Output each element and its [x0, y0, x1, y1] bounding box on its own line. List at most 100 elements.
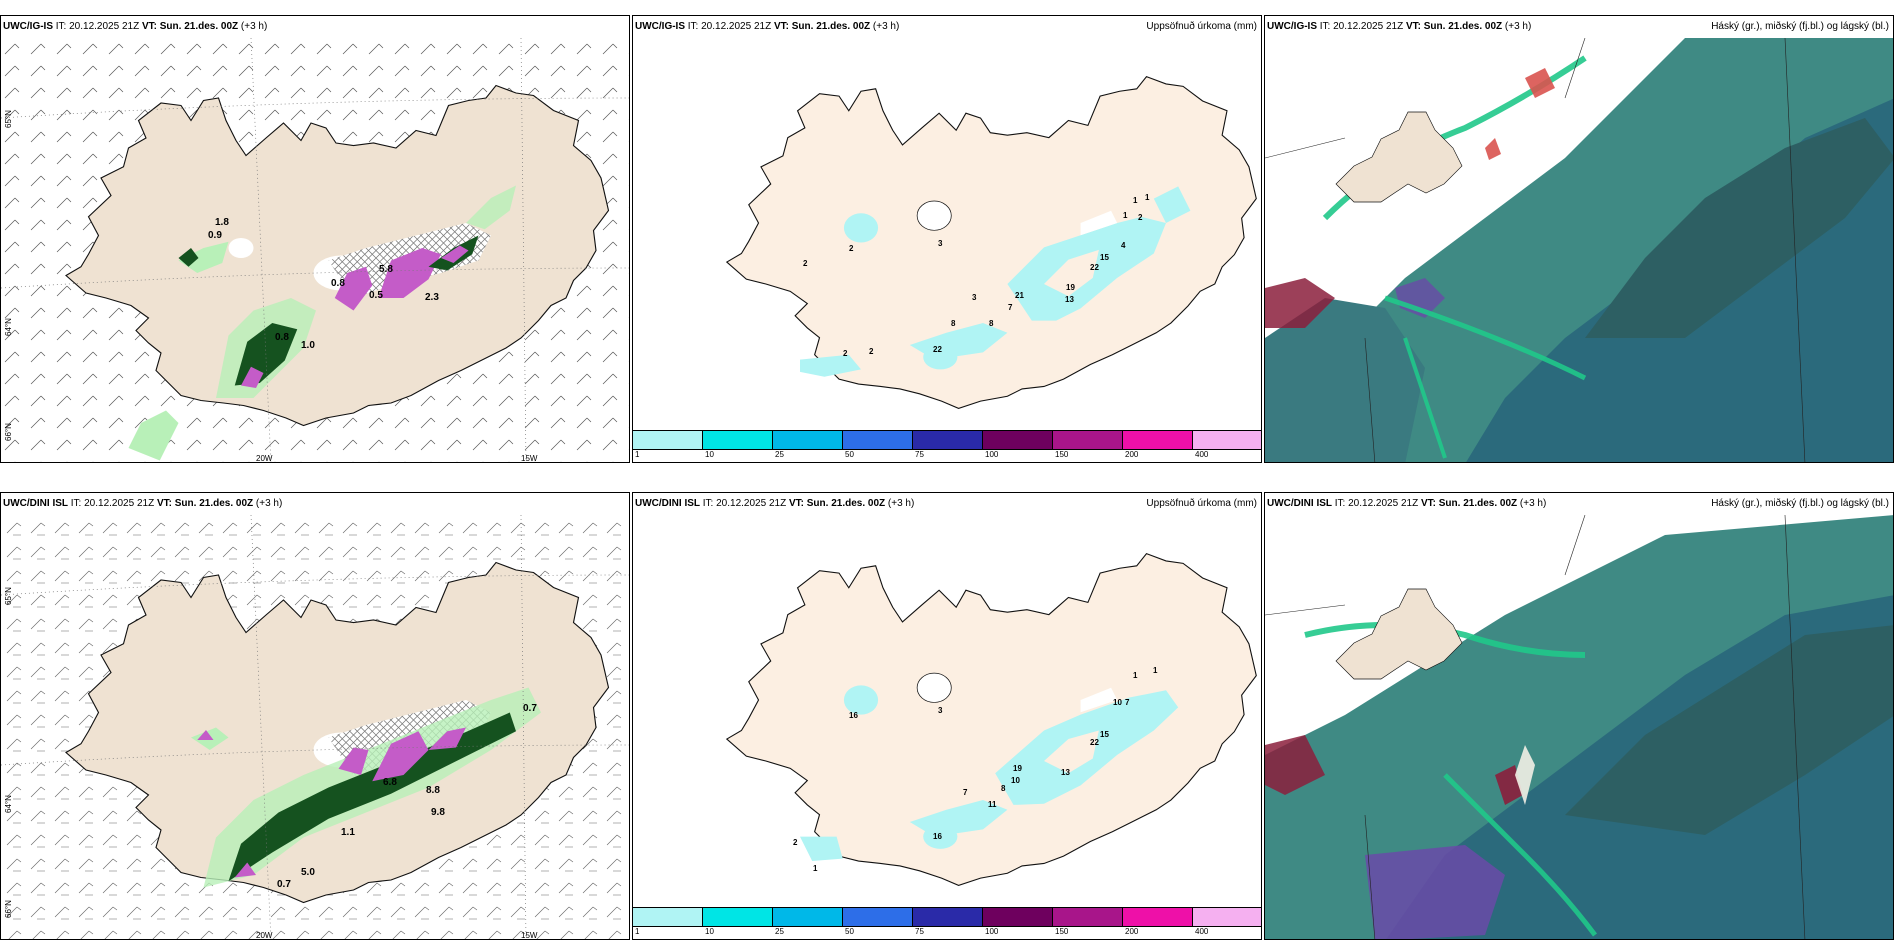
map-label: 0.7: [523, 703, 537, 714]
precip-map: 2 3 2 1 1 1 2 4 22 15 21 3 7 8 8 19 13 2…: [726, 75, 1257, 410]
map-label: 0.5: [369, 290, 383, 301]
lat-label: 64°N: [4, 318, 13, 336]
precip-value: 2: [869, 347, 874, 356]
legend-label: 10: [705, 927, 714, 936]
valid-label: VT:: [773, 21, 789, 32]
init-time: 20.12.2025 21Z: [84, 498, 155, 509]
legend-swatch: [983, 431, 1053, 449]
panel-header: UWC/IG-IS IT: 20.12.2025 21Z VT: Sun. 21…: [635, 21, 899, 32]
map-label: 6.8: [383, 777, 397, 788]
lat-label: 64°N: [4, 795, 13, 813]
panel-wind-precip-bottom: UWC/DINI ISL IT: 20.12.2025 21Z VT: Sun.…: [0, 492, 630, 940]
legend-label: 50: [845, 927, 854, 936]
precip-value: 3: [938, 706, 943, 715]
map-label: 0.8: [275, 332, 289, 343]
legend-label: 25: [775, 450, 784, 459]
precip-value: 1: [1153, 666, 1158, 675]
map-label: 5.8: [379, 264, 393, 275]
lead-time: (+3 h): [1504, 21, 1532, 32]
legend-label: 200: [1125, 450, 1139, 459]
panel-precip-top: UWC/IG-IS IT: 20.12.2025 21Z VT: Sun. 21…: [632, 15, 1262, 463]
legend-label: 75: [915, 927, 924, 936]
legend-swatch: [913, 431, 983, 449]
precip-title: Uppsöfnuð úrkoma (mm): [1146, 498, 1257, 509]
valid-time: Sun. 21.des. 00Z: [1423, 21, 1503, 32]
panel-header: UWC/IG-IS IT: 20.12.2025 21Z VT: Sun. 21…: [3, 21, 267, 32]
init-label: IT:: [687, 21, 699, 32]
lon-label: 15W: [521, 454, 538, 463]
precip-title: Uppsöfnuð úrkoma (mm): [1146, 21, 1257, 32]
precip-value: 16: [933, 832, 942, 841]
precip-value: 2: [849, 244, 854, 253]
model-name: UWC/IG-IS: [1267, 21, 1317, 32]
clouds-title: Háský (gr.), miðský (fj.bl.) og lágský (…: [1711, 21, 1889, 32]
lon-label: 20W: [256, 931, 273, 940]
legend-label: 75: [915, 450, 924, 459]
model-name: UWC/IG-IS: [635, 21, 685, 32]
panel-precip-bottom: UWC/DINI ISL IT: 20.12.2025 21Z VT: Sun.…: [632, 492, 1262, 940]
legend-swatch: [1053, 908, 1123, 926]
precip-value: 7: [1125, 698, 1130, 707]
precip-value: 15: [1100, 253, 1109, 262]
wind-precip-map: 1.8 0.9 0.8 0.5 0.8 5.8 2.3 1.0: [1, 38, 629, 462]
map-label: 0.8: [331, 278, 345, 289]
precip-value: 13: [1061, 768, 1070, 777]
init-label: IT:: [55, 21, 67, 32]
init-time: 20.12.2025 21Z: [1348, 498, 1419, 509]
init-time: 20.12.2025 21Z: [716, 498, 787, 509]
panel-clouds-bottom: UWC/DINI ISL IT: 20.12.2025 21Z VT: Sun.…: [1264, 492, 1894, 940]
precip-value: 2: [793, 838, 798, 847]
legend-label: 100: [985, 450, 999, 459]
clouds-map: [1265, 38, 1893, 462]
legend-swatch: [633, 431, 703, 449]
init-time: 20.12.2025 21Z: [701, 21, 772, 32]
valid-time: Sun. 21.des. 00Z: [806, 498, 886, 509]
precip-value: 22: [933, 345, 942, 354]
lead-time: (+3 h): [255, 498, 283, 509]
legend-swatch: [983, 908, 1053, 926]
precip-value: 10: [1113, 698, 1122, 707]
valid-time: Sun. 21.des. 00Z: [174, 498, 254, 509]
map-label: 8.8: [426, 785, 440, 796]
panel-header: UWC/IG-IS IT: 20.12.2025 21Z VT: Sun. 21…: [1267, 21, 1531, 32]
precip-value: 8: [1001, 784, 1006, 793]
clouds-map: [1265, 515, 1893, 939]
precip-value: 22: [1090, 738, 1099, 747]
valid-label: VT:: [1405, 21, 1421, 32]
precip-value: 8: [989, 319, 994, 328]
lead-time: (+3 h): [240, 21, 268, 32]
legend-swatch: [1053, 431, 1123, 449]
legend-swatch: [633, 908, 703, 926]
precip-value: 8: [951, 319, 956, 328]
precip-map: 16 3 1 1 10 7 22 15 19 10 8 7 11 13 2 1 …: [726, 552, 1257, 887]
panel-wind-precip-top: UWC/IG-IS IT: 20.12.2025 21Z VT: Sun. 21…: [0, 15, 630, 463]
panel-header: UWC/DINI ISL IT: 20.12.2025 21Z VT: Sun.…: [635, 498, 914, 509]
precip-value: 19: [1066, 283, 1075, 292]
legend-label: 1: [635, 450, 640, 459]
wind-precip-map: 0.7 5.0 6.8 8.8 0.7 9.8 1.1: [1, 515, 629, 939]
valid-label: VT:: [156, 498, 172, 509]
legend-swatch: [913, 908, 983, 926]
precip-value: 1: [1123, 211, 1128, 220]
map-label: 9.8: [431, 807, 445, 818]
lat-label: 66°N: [4, 423, 13, 441]
legend-label: 100: [985, 927, 999, 936]
legend-label: 400: [1195, 450, 1209, 459]
precip-value: 19: [1013, 764, 1022, 773]
legend-swatch: [703, 908, 773, 926]
clouds-title: Háský (gr.), miðský (fj.bl.) og lágský (…: [1711, 498, 1889, 509]
valid-label: VT:: [141, 21, 157, 32]
precip-value: 7: [963, 788, 968, 797]
precip-value: 1: [1133, 196, 1138, 205]
precip-value: 22: [1090, 263, 1099, 272]
map-label: 1.1: [341, 827, 355, 838]
map-label: 1.8: [215, 217, 229, 228]
legend-label: 10: [705, 450, 714, 459]
init-label: IT:: [1334, 498, 1346, 509]
map-label: 5.0: [301, 867, 315, 878]
legend-color-bar: [633, 430, 1261, 450]
precip-value: 21: [1015, 291, 1024, 300]
lead-time: (+3 h): [887, 498, 915, 509]
precip-value: 7: [1008, 303, 1013, 312]
lon-label: 15W: [521, 931, 538, 940]
